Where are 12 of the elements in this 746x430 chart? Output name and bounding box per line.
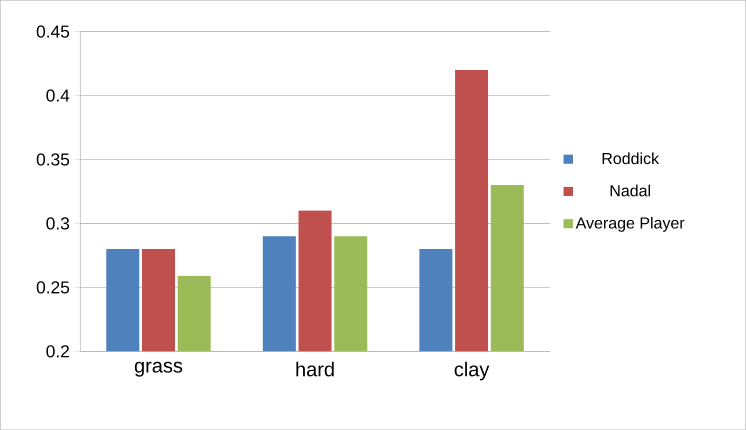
- legend-label: Roddick: [602, 152, 660, 164]
- y-tick-label: 0.45: [36, 25, 70, 38]
- y-tick-label: 0.2: [46, 345, 69, 358]
- legend-label: Average Player: [576, 216, 684, 232]
- x-tick-label: clay: [454, 362, 490, 380]
- y-tick-label: 0.25: [36, 281, 70, 294]
- legend-label: Nadal: [610, 184, 650, 196]
- x-tick-label: grass: [134, 362, 182, 377]
- y-tick-label: 0.35: [36, 153, 70, 166]
- y-tick-label: 0.4: [46, 89, 70, 102]
- y-tick-label: 0.3: [46, 217, 70, 230]
- x-tick-label: hard: [296, 362, 334, 376]
